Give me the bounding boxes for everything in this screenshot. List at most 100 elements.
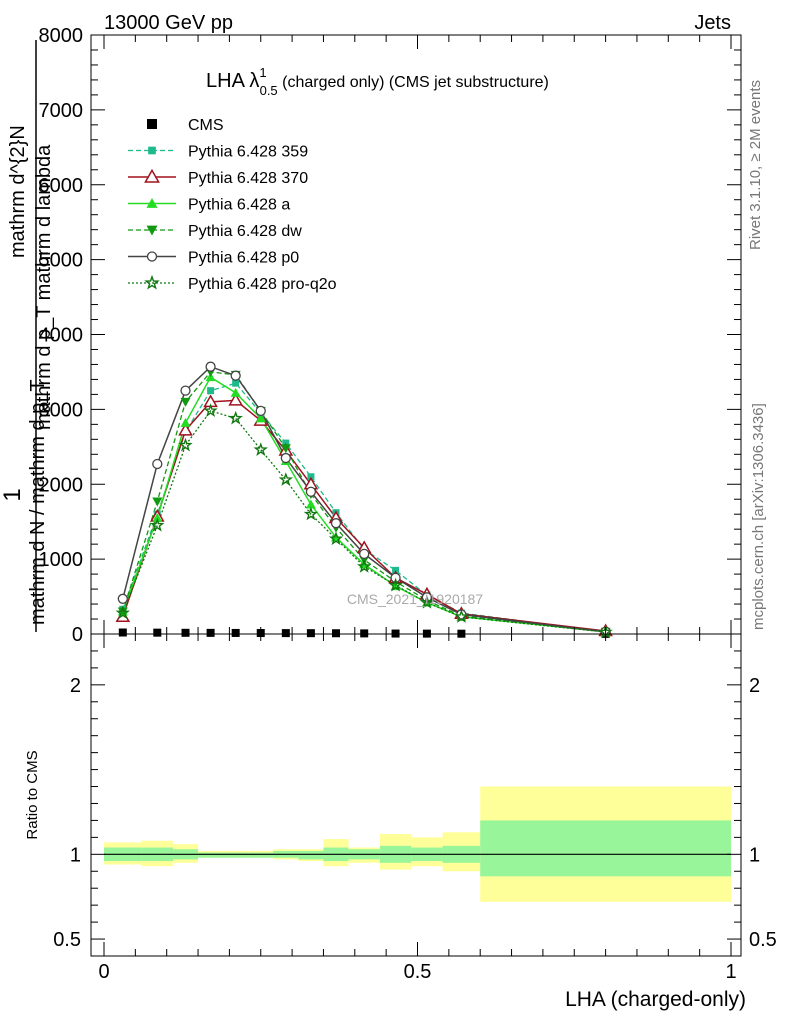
ratio-y-tick-label-right: 2 bbox=[749, 675, 760, 697]
ratio-y-tick-label-left: 2 bbox=[70, 675, 81, 697]
y-tick-label: 7000 bbox=[39, 100, 84, 122]
plot-title-sub: 0.5 bbox=[260, 83, 278, 98]
y-tick-label: 4000 bbox=[39, 325, 84, 347]
legend-marker-pythia-6-428-dw bbox=[146, 225, 158, 236]
data-point-pythia-6-428-dw bbox=[280, 444, 291, 454]
side-text-top: Rivet 3.1.10, ≥ 2M events bbox=[747, 80, 764, 250]
data-point-pythia-6-428-p0 bbox=[305, 486, 317, 497]
main-axes: 0 1000 2000 3000 4000 5000 6000 7000 8000 bbox=[39, 25, 742, 646]
data-point-pythia-6-428-pro-q2o bbox=[388, 577, 403, 592]
data-point-pythia-6-428-p0 bbox=[255, 405, 266, 417]
data-point-pythia-6-428-p0 bbox=[330, 518, 342, 529]
plot-title: LHA λ1 0.5 (charged only) (CMS jet substr… bbox=[206, 65, 549, 98]
ratio-y-tick-label-left: 0.5 bbox=[53, 929, 81, 951]
data-point-cms bbox=[181, 628, 190, 637]
data-point-cms bbox=[281, 629, 290, 638]
plot-title-main: LHA λ bbox=[206, 70, 259, 92]
data-point-pythia-6-428-p0 bbox=[180, 385, 191, 396]
data-point-cms bbox=[153, 628, 162, 637]
legend-marker-pythia-6-428-pro-q2o bbox=[144, 274, 160, 290]
data-point-pythia-6-428-359 bbox=[207, 387, 215, 395]
data-point-pythia-6-428-p0 bbox=[230, 370, 241, 381]
legend-label-cms: CMS bbox=[188, 117, 224, 134]
data-point-pythia-6-428-a bbox=[180, 417, 191, 427]
ratio-y-tick-label-right: 1 bbox=[749, 844, 760, 866]
series-line-pythia-6-428-p0 bbox=[122, 365, 606, 633]
ratio-band-inner bbox=[248, 852, 274, 858]
data-point-pythia-6-428-370 bbox=[228, 392, 243, 406]
ratio-band-inner bbox=[480, 820, 731, 877]
y-tick-label: 1000 bbox=[39, 549, 84, 571]
header-left: 13000 GeV pp bbox=[104, 12, 233, 34]
data-point-pythia-6-428-pro-q2o bbox=[228, 410, 243, 425]
legend-marker-pythia-6-428-359 bbox=[148, 146, 156, 155]
main-panel: CMS_2021_I1920187 0 1000 2000 3000 4000 5000 6… bbox=[0, 25, 742, 646]
legend-marker-pythia-6-428-p0 bbox=[146, 251, 158, 262]
legend-marker-cms bbox=[147, 119, 157, 129]
data-point-pythia-6-428-370 bbox=[178, 422, 193, 436]
data-point-cms bbox=[306, 629, 315, 638]
plot-title-rest: (charged only) (CMS jet substructure) bbox=[278, 74, 549, 91]
y-tick-label: 0 bbox=[72, 624, 83, 646]
data-point-cms bbox=[206, 628, 215, 637]
y-tick-label: 6000 bbox=[39, 175, 84, 197]
data-point-pythia-6-428-a bbox=[255, 413, 266, 423]
ratio-y-label: Ratio to CMS bbox=[24, 750, 41, 839]
legend-marker-pythia-6-428-370 bbox=[144, 168, 160, 183]
y-tick-label: 8000 bbox=[39, 25, 84, 47]
data-point-cms bbox=[118, 628, 127, 637]
y-tick-label: 3000 bbox=[39, 399, 84, 421]
legend-label-pythia-6-428-p0: Pythia 6.428 p0 bbox=[188, 250, 299, 267]
ratio-y-tick-label-left: 1 bbox=[70, 844, 81, 866]
y-label-denominator: mathrm d N / mathrm d p_T bbox=[27, 379, 49, 625]
data-point-pythia-6-428-dw bbox=[117, 607, 128, 617]
data-point-cms bbox=[360, 629, 369, 638]
data-point-pythia-6-428-pro-q2o bbox=[357, 558, 372, 573]
y-label-overline: mathrm d p_T mathrm d lambda bbox=[33, 144, 55, 430]
data-point-pythia-6-428-p0 bbox=[205, 361, 216, 372]
y-label-lead: 1 bbox=[0, 488, 26, 501]
plot-title-sup: 1 bbox=[259, 65, 266, 80]
data-point-pythia-6-428-pro-q2o bbox=[203, 403, 218, 417]
data-point-pythia-6-428-pro-q2o bbox=[303, 506, 319, 521]
series-line-pythia-6-428-pro-q2o bbox=[122, 410, 606, 633]
y-axis-label: 1 mathrm d^{2}N mathrm d p_T mathrm d la… bbox=[0, 40, 55, 632]
series-line-pythia-6-428-a bbox=[122, 376, 606, 633]
data-point-pythia-6-428-pro-q2o bbox=[278, 472, 294, 486]
x-tick-label: 0 bbox=[98, 961, 109, 983]
data-point-pythia-6-428-p0 bbox=[117, 593, 128, 604]
data-point-pythia-6-428-pro-q2o bbox=[178, 437, 193, 452]
data-point-pythia-6-428-pro-q2o bbox=[454, 609, 469, 623]
data-point-pythia-6-428-p0 bbox=[152, 458, 163, 470]
ratio-band-inner bbox=[198, 852, 224, 858]
ratio-bands bbox=[104, 786, 731, 902]
x-tick-label: 0.5 bbox=[404, 961, 432, 983]
data-point-pythia-6-428-pro-q2o bbox=[419, 595, 435, 609]
legend-marker-pythia-6-428-a bbox=[146, 198, 158, 208]
legend-label-pythia-6-428-359: Pythia 6.428 359 bbox=[188, 144, 308, 161]
ratio-axes: 0.5 0.5 1 1 2 2 0 0.5 1 bbox=[53, 633, 777, 983]
y-tick-label: 2000 bbox=[39, 474, 84, 496]
data-point-pythia-6-428-pro-q2o bbox=[328, 531, 344, 546]
data-point-pythia-6-428-p0 bbox=[390, 572, 401, 583]
data-point-cms bbox=[331, 629, 340, 638]
data-point-pythia-6-428-a bbox=[152, 512, 163, 522]
data-point-pythia-6-428-pro-q2o bbox=[253, 442, 268, 456]
data-point-pythia-6-428-p0 bbox=[359, 548, 370, 560]
data-point-pythia-6-428-dw bbox=[180, 397, 191, 407]
y-label-numerator: mathrm d^{2}N bbox=[7, 125, 29, 258]
data-point-pythia-6-428-a bbox=[305, 499, 316, 509]
ratio-band-inner bbox=[223, 852, 249, 858]
data-point-pythia-6-428-pro-q2o bbox=[150, 517, 165, 532]
legend-label-pythia-6-428-dw: Pythia 6.428 dw bbox=[188, 223, 302, 240]
header-right: Jets bbox=[694, 12, 731, 34]
legend-label-pythia-6-428-370: Pythia 6.428 370 bbox=[188, 170, 308, 187]
ratio-panel: 0.5 0.5 1 1 2 2 0 0.5 1 Ratio to CMS LHA (charge… bbox=[24, 633, 777, 1011]
ratio-frame bbox=[90, 633, 742, 957]
legend-label-pythia-6-428-pro-q2o: Pythia 6.428 pro-q2o bbox=[188, 276, 337, 293]
ratio-band-inner bbox=[298, 850, 324, 860]
side-text-bottom: mcplots.cern.ch [arXiv:1306.3436] bbox=[750, 403, 767, 630]
legend-label-pythia-6-428-a: Pythia 6.428 a bbox=[188, 197, 290, 214]
data-point-pythia-6-428-p0 bbox=[280, 452, 291, 464]
